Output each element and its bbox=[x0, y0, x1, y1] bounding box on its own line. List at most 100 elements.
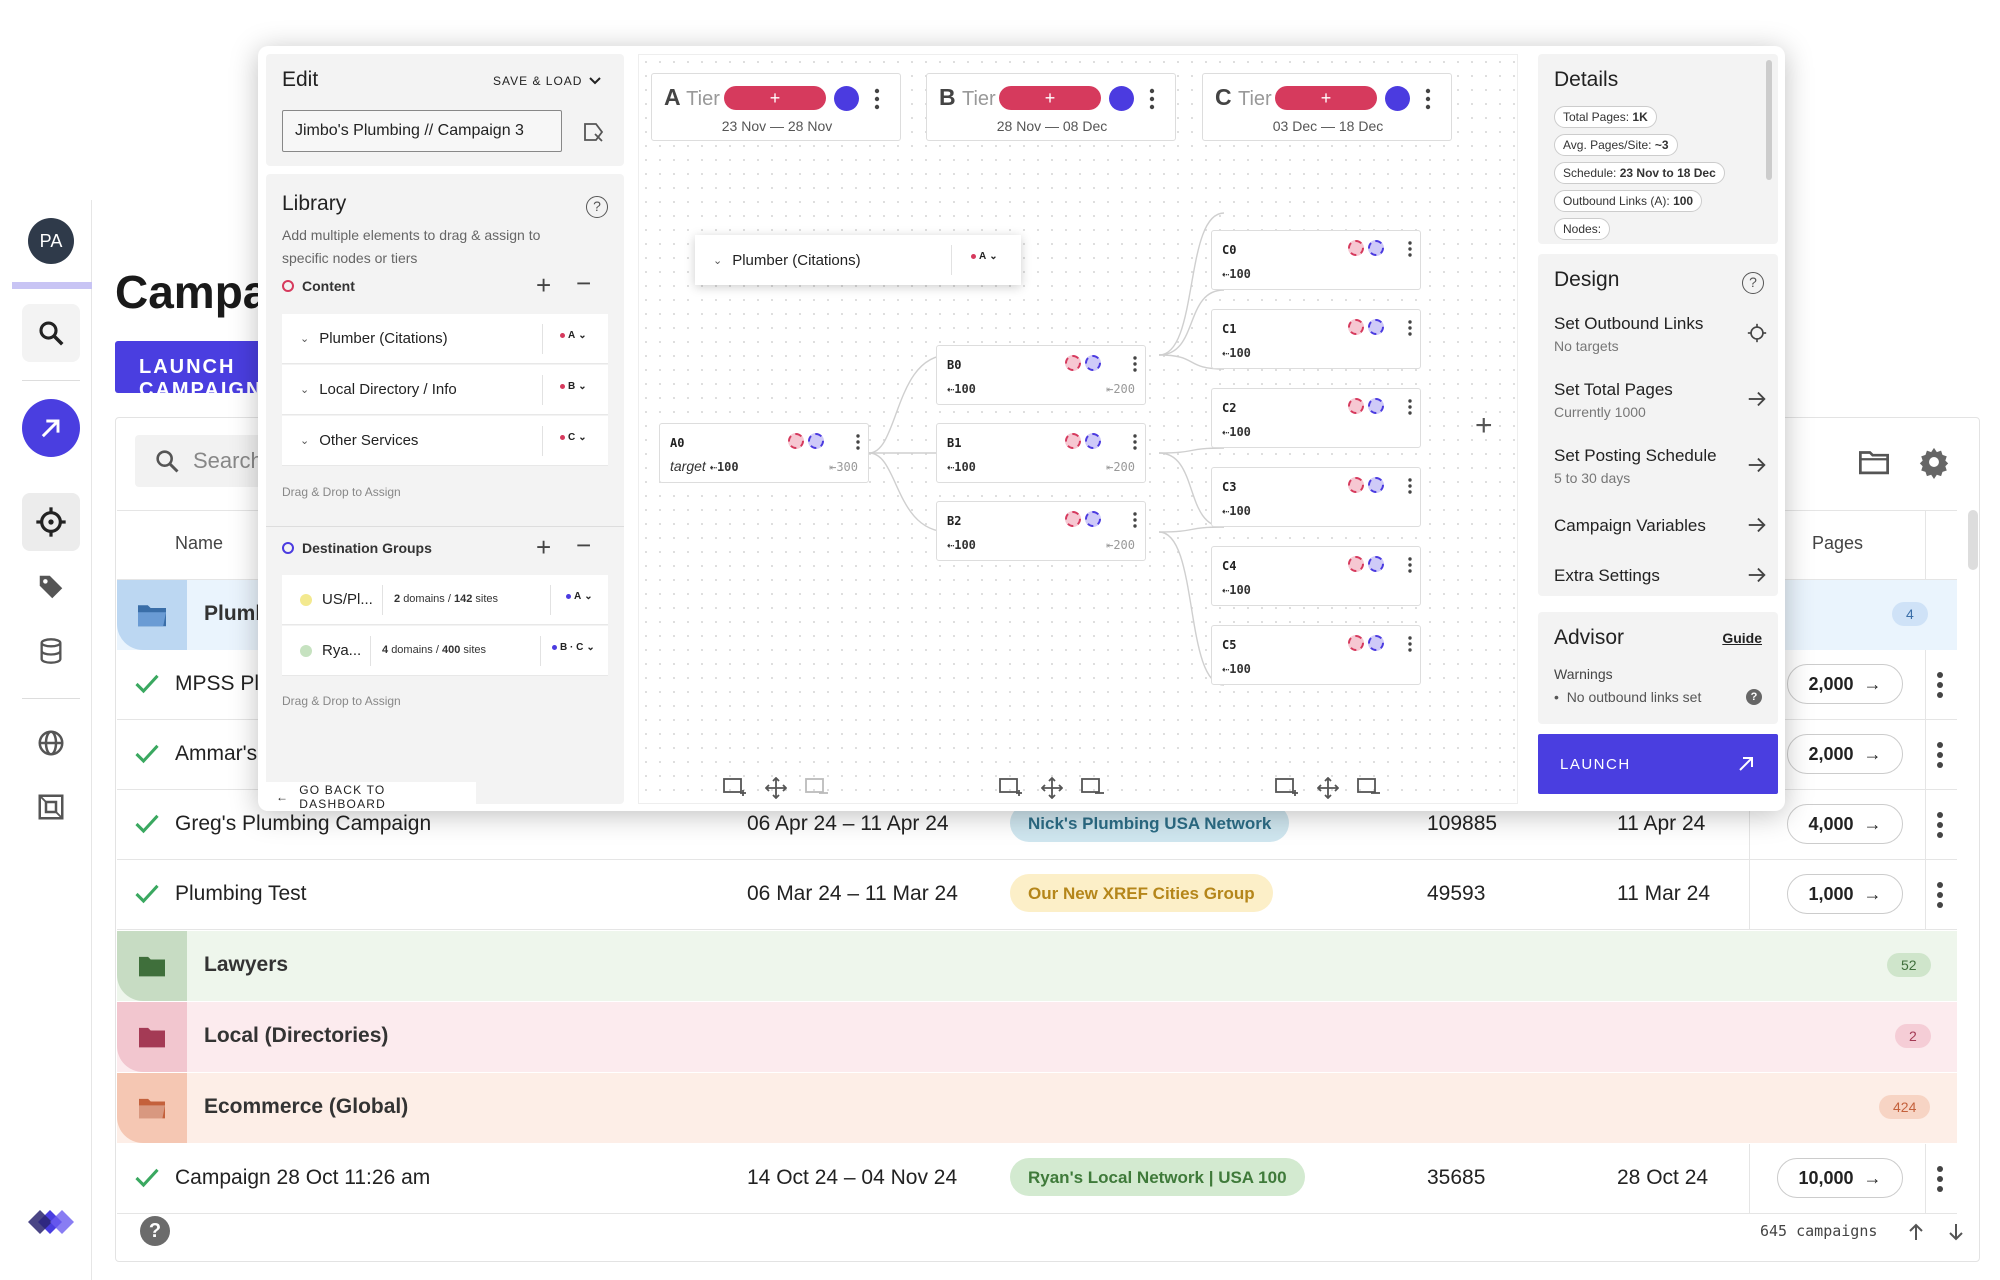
destination-slot-icon[interactable] bbox=[1368, 319, 1384, 335]
tier-b[interactable]: B Tier + 28 Nov — 08 Dec bbox=[926, 73, 1176, 141]
kebab-menu-icon[interactable] bbox=[1935, 810, 1945, 840]
tier-tag[interactable]: C ⌄ bbox=[560, 432, 587, 443]
tier-tag[interactable]: A ⌄ bbox=[971, 251, 998, 262]
node-b2[interactable]: B2 ⇠100 ⇤200 bbox=[936, 501, 1146, 561]
kebab-menu-icon[interactable] bbox=[1935, 670, 1945, 700]
kebab-menu-icon[interactable] bbox=[1408, 478, 1412, 494]
kebab-menu-icon[interactable] bbox=[1425, 88, 1431, 110]
kebab-menu-icon[interactable] bbox=[874, 88, 880, 110]
node-c5[interactable]: C5 ⇠100 bbox=[1211, 625, 1421, 685]
tier-destination-dot[interactable] bbox=[1385, 86, 1410, 111]
guide-link[interactable]: Guide bbox=[1722, 630, 1762, 646]
set-outbound-links-row[interactable]: Set Outbound Links No targets bbox=[1554, 314, 1768, 370]
pages-button[interactable]: 2,000 → bbox=[1787, 734, 1903, 774]
remove-node-icon[interactable] bbox=[1357, 777, 1381, 797]
tier-destination-dot[interactable] bbox=[1109, 86, 1134, 111]
tier-tag[interactable]: B · C ⌄ bbox=[552, 642, 595, 653]
column-header-name[interactable]: Name bbox=[175, 533, 224, 553]
dragged-library-item[interactable]: ⌄ Plumber (Citations) A ⌄ bbox=[695, 235, 1021, 285]
kebab-menu-icon[interactable] bbox=[1935, 1164, 1945, 1194]
destination-slot-icon[interactable] bbox=[1085, 355, 1101, 371]
add-node-icon[interactable] bbox=[723, 777, 747, 797]
content-slot-icon[interactable] bbox=[1065, 511, 1081, 527]
kebab-menu-icon[interactable] bbox=[1408, 636, 1412, 652]
destination-slot-icon[interactable] bbox=[1368, 240, 1384, 256]
content-slot-icon[interactable] bbox=[788, 433, 804, 449]
kebab-menu-icon[interactable] bbox=[1935, 740, 1945, 770]
kebab-menu-icon[interactable] bbox=[1935, 880, 1945, 910]
help-icon[interactable]: ? bbox=[1746, 689, 1762, 705]
kebab-menu-icon[interactable] bbox=[1408, 320, 1412, 336]
extra-settings-row[interactable]: Extra Settings bbox=[1554, 566, 1768, 596]
move-icon[interactable] bbox=[765, 777, 787, 799]
destination-item[interactable]: US/Pl... 2 domains / 142 sites A ⌄ bbox=[282, 575, 608, 625]
destination-slot-icon[interactable] bbox=[1368, 477, 1384, 493]
tier-destination-dot[interactable] bbox=[834, 86, 859, 111]
destination-slot-icon[interactable] bbox=[1085, 433, 1101, 449]
kebab-menu-icon[interactable] bbox=[1408, 399, 1412, 415]
move-icon[interactable] bbox=[1317, 777, 1339, 799]
tier-canvas[interactable]: A Tier + 23 Nov — 28 Nov B Tier + 28 Nov… bbox=[638, 54, 1518, 804]
kebab-menu-icon[interactable] bbox=[856, 434, 860, 450]
help-icon[interactable]: ? bbox=[1742, 272, 1764, 294]
node-a0[interactable]: A0 target ⇠100 ⇤300 bbox=[659, 423, 869, 483]
folder-row-local-directories[interactable]: Local (Directories) 2 bbox=[117, 1002, 1957, 1072]
pages-button[interactable]: 4,000 → bbox=[1787, 804, 1903, 844]
pages-button[interactable]: 1,000 → bbox=[1787, 874, 1903, 914]
content-slot-icon[interactable] bbox=[1348, 556, 1364, 572]
add-icon[interactable]: + bbox=[536, 270, 552, 300]
folder-row-lawyers[interactable]: Lawyers 52 bbox=[117, 931, 1957, 1001]
save-load-dropdown[interactable]: SAVE & LOAD bbox=[493, 74, 602, 88]
tier-tag[interactable]: B ⌄ bbox=[560, 381, 587, 392]
tags-icon[interactable] bbox=[22, 558, 80, 616]
content-slot-icon[interactable] bbox=[1348, 240, 1364, 256]
node-c1[interactable]: C1 ⇠100 bbox=[1211, 309, 1421, 369]
launch-button[interactable]: LAUNCH bbox=[1538, 734, 1778, 794]
table-row[interactable]: Plumbing Test 06 Mar 24 – 11 Mar 24 Our … bbox=[117, 860, 1957, 930]
destination-group-badge[interactable]: Ryan's Local Network | USA 100 bbox=[1010, 1158, 1305, 1196]
details-scrollbar[interactable] bbox=[1766, 60, 1772, 180]
set-posting-schedule-row[interactable]: Set Posting Schedule 5 to 30 days bbox=[1554, 446, 1768, 502]
kebab-menu-icon[interactable] bbox=[1408, 557, 1412, 573]
library-item-local-directory[interactable]: ⌄ Local Directory / Info B ⌄ bbox=[282, 365, 608, 415]
add-icon[interactable]: + bbox=[536, 532, 552, 562]
gear-icon[interactable] bbox=[1912, 440, 1956, 484]
library-item-other-services[interactable]: ⌄ Other Services C ⌄ bbox=[282, 416, 608, 466]
arrow-up-icon[interactable] bbox=[1906, 1222, 1926, 1242]
add-to-tier-button[interactable]: + bbox=[1275, 86, 1377, 110]
campaign-name-input[interactable]: Jimbo's Plumbing // Campaign 3 bbox=[282, 110, 562, 152]
library-item-plumber-citations[interactable]: ⌄ Plumber (Citations) A ⌄ bbox=[282, 314, 608, 364]
search-icon[interactable] bbox=[22, 304, 80, 362]
crosshair-icon[interactable] bbox=[22, 493, 80, 551]
destination-slot-icon[interactable] bbox=[1368, 635, 1384, 651]
node-c4[interactable]: C4 ⇠100 bbox=[1211, 546, 1421, 606]
content-slot-icon[interactable] bbox=[1348, 477, 1364, 493]
destination-slot-icon[interactable] bbox=[1085, 511, 1101, 527]
remove-node-icon[interactable] bbox=[1081, 777, 1105, 797]
tier-c[interactable]: C Tier + 03 Dec — 18 Dec bbox=[1202, 73, 1452, 141]
pages-button[interactable]: 2,000 → bbox=[1787, 664, 1903, 704]
kebab-menu-icon[interactable] bbox=[1133, 356, 1137, 372]
tier-a[interactable]: A Tier + 23 Nov — 28 Nov bbox=[651, 73, 901, 141]
remove-node-icon[interactable] bbox=[805, 777, 829, 797]
table-row[interactable]: Greg's Plumbing Campaign 06 Apr 24 – 11 … bbox=[117, 790, 1957, 860]
destination-slot-icon[interactable] bbox=[1368, 556, 1384, 572]
folder-row-ecommerce[interactable]: Ecommerce (Global) 424 bbox=[117, 1073, 1957, 1143]
database-icon[interactable] bbox=[22, 622, 80, 680]
globe-icon[interactable] bbox=[22, 714, 80, 772]
remove-icon[interactable]: − bbox=[576, 268, 592, 298]
go-back-button[interactable]: ← GO BACK TO DASHBOARD bbox=[266, 782, 476, 811]
tag-edit-icon[interactable] bbox=[582, 120, 606, 144]
pages-button[interactable]: 10,000 → bbox=[1777, 1158, 1903, 1198]
kebab-menu-icon[interactable] bbox=[1133, 434, 1137, 450]
tier-tag[interactable]: A ⌄ bbox=[560, 330, 587, 341]
help-icon[interactable]: ? bbox=[140, 1216, 170, 1246]
destination-item[interactable]: Rya... 4 domains / 400 sites B · C ⌄ bbox=[282, 626, 608, 676]
destination-slot-icon[interactable] bbox=[1368, 398, 1384, 414]
table-scrollbar[interactable] bbox=[1968, 510, 1978, 570]
node-c2[interactable]: C2 ⇠100 bbox=[1211, 388, 1421, 448]
kebab-menu-icon[interactable] bbox=[1133, 512, 1137, 528]
arrow-down-icon[interactable] bbox=[1946, 1222, 1966, 1242]
node-b0[interactable]: B0 ⇠100 ⇤200 bbox=[936, 345, 1146, 405]
content-slot-icon[interactable] bbox=[1065, 355, 1081, 371]
